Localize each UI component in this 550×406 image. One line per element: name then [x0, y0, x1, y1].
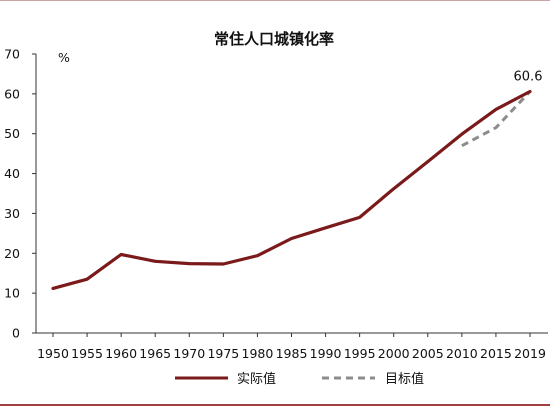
x-tick-label: 1975: [207, 346, 239, 361]
y-tick-label: 40: [4, 166, 20, 181]
legend: 实际值 目标值: [175, 371, 424, 387]
y-tick-label: 50: [4, 126, 20, 141]
data-label: 60.6: [514, 69, 543, 84]
x-tick-label: 2010: [446, 346, 478, 361]
y-tick-label: 10: [4, 286, 20, 301]
axes: [35, 54, 548, 334]
y-tick-label: 70: [4, 47, 20, 62]
y-unit-label: %: [58, 50, 70, 65]
y-tick-label: 30: [4, 206, 20, 221]
top-rule: [0, 0, 550, 1]
y-tick-label: 60: [4, 86, 20, 101]
x-tick-label: 1950: [37, 346, 69, 361]
y-tick-label: 20: [4, 246, 20, 261]
legend-label-target: 目标值: [385, 371, 424, 387]
x-tick-label: 1955: [71, 346, 103, 361]
x-tick-label: 1980: [242, 346, 274, 361]
x-tick-label: 1970: [173, 346, 205, 361]
series-layer: [51, 89, 532, 290]
annotation-layer: 60.6: [514, 69, 543, 84]
series-line-actual: [51, 89, 532, 290]
x-tick-label: 2000: [378, 346, 410, 361]
bottom-rule: [0, 404, 550, 406]
x-tick-label: 1960: [105, 346, 137, 361]
x-tick-label: 1985: [276, 346, 308, 361]
y-ticks: 0 10 20 30 40 50 60 70: [4, 47, 36, 341]
x-ticks: 1950 1955 1960 1965 1970 1975 1980 1985 1990 1995…: [37, 333, 546, 361]
x-tick-label: 2019: [514, 346, 546, 361]
series-line-target: [461, 90, 532, 148]
x-tick-label: 1995: [344, 346, 376, 361]
y-tick-label: 0: [12, 326, 20, 341]
chart-title: 常住人口城镇化率: [214, 30, 334, 48]
x-tick-label: 2015: [480, 346, 512, 361]
x-tick-label: 1965: [139, 346, 171, 361]
legend-label-actual: 实际值: [237, 371, 276, 387]
x-tick-label: 2005: [412, 346, 444, 361]
x-tick-label: 1990: [310, 346, 342, 361]
